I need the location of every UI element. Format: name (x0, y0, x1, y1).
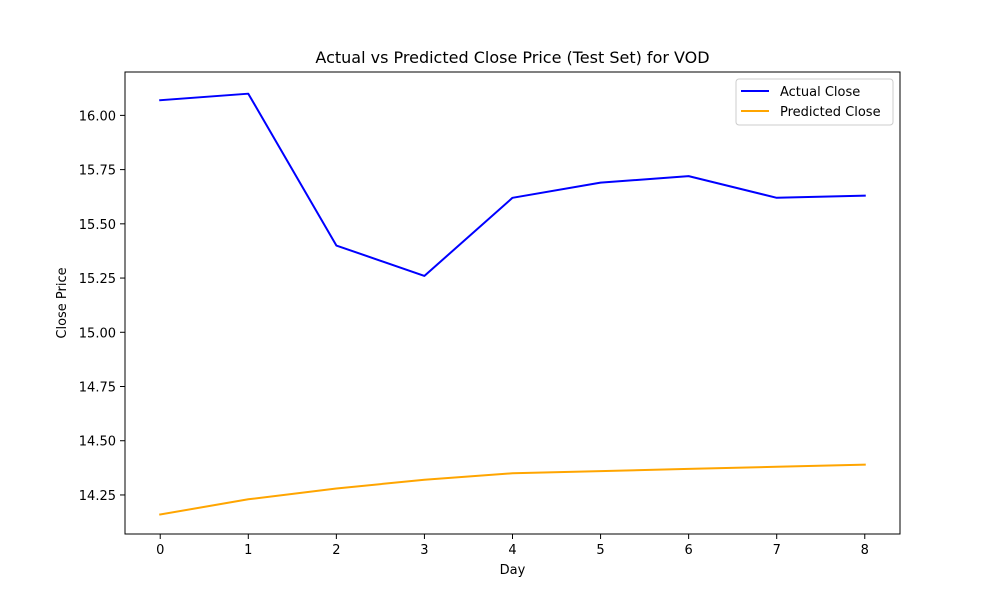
y-tick-label: 16.00 (79, 109, 116, 124)
y-tick-label: 15.00 (79, 326, 116, 341)
plot-area (159, 92, 866, 516)
y-tick-label: 15.50 (79, 218, 116, 233)
legend-label: Actual Close (780, 85, 860, 100)
x-tick-label: 4 (508, 543, 516, 558)
y-axis-label: Close Price (55, 267, 70, 338)
x-axis: 0 1 2 3 4 5 6 7 8 (156, 534, 869, 558)
x-tick-label: 3 (420, 543, 428, 558)
x-tick-label: 7 (773, 543, 781, 558)
legend-box (735, 78, 894, 126)
y-axis: 14.25 14.50 14.75 15.00 15.25 15.50 15.75 16.00 (79, 109, 125, 504)
legend-label: Predicted Close (780, 105, 881, 120)
y-tick-label: 15.25 (79, 272, 116, 287)
series-line-predicted-close (159, 463, 866, 516)
y-tick-label: 14.25 (79, 489, 116, 504)
legend: Actual Close Predicted Close (735, 78, 894, 126)
y-tick-label: 14.50 (79, 435, 116, 450)
y-tick-label: 14.75 (79, 381, 116, 396)
x-tick-label: 1 (244, 543, 252, 558)
x-tick-label: 5 (596, 543, 604, 558)
x-tick-label: 0 (156, 543, 164, 558)
x-tick-label: 6 (684, 543, 692, 558)
y-tick-label: 15.75 (79, 164, 116, 179)
chart-title: Actual vs Predicted Close Price (Test Se… (315, 48, 709, 67)
x-tick-label: 8 (861, 543, 869, 558)
series-line-actual-close (159, 92, 866, 277)
x-tick-label: 2 (332, 543, 340, 558)
x-axis-label: Day (500, 563, 526, 578)
